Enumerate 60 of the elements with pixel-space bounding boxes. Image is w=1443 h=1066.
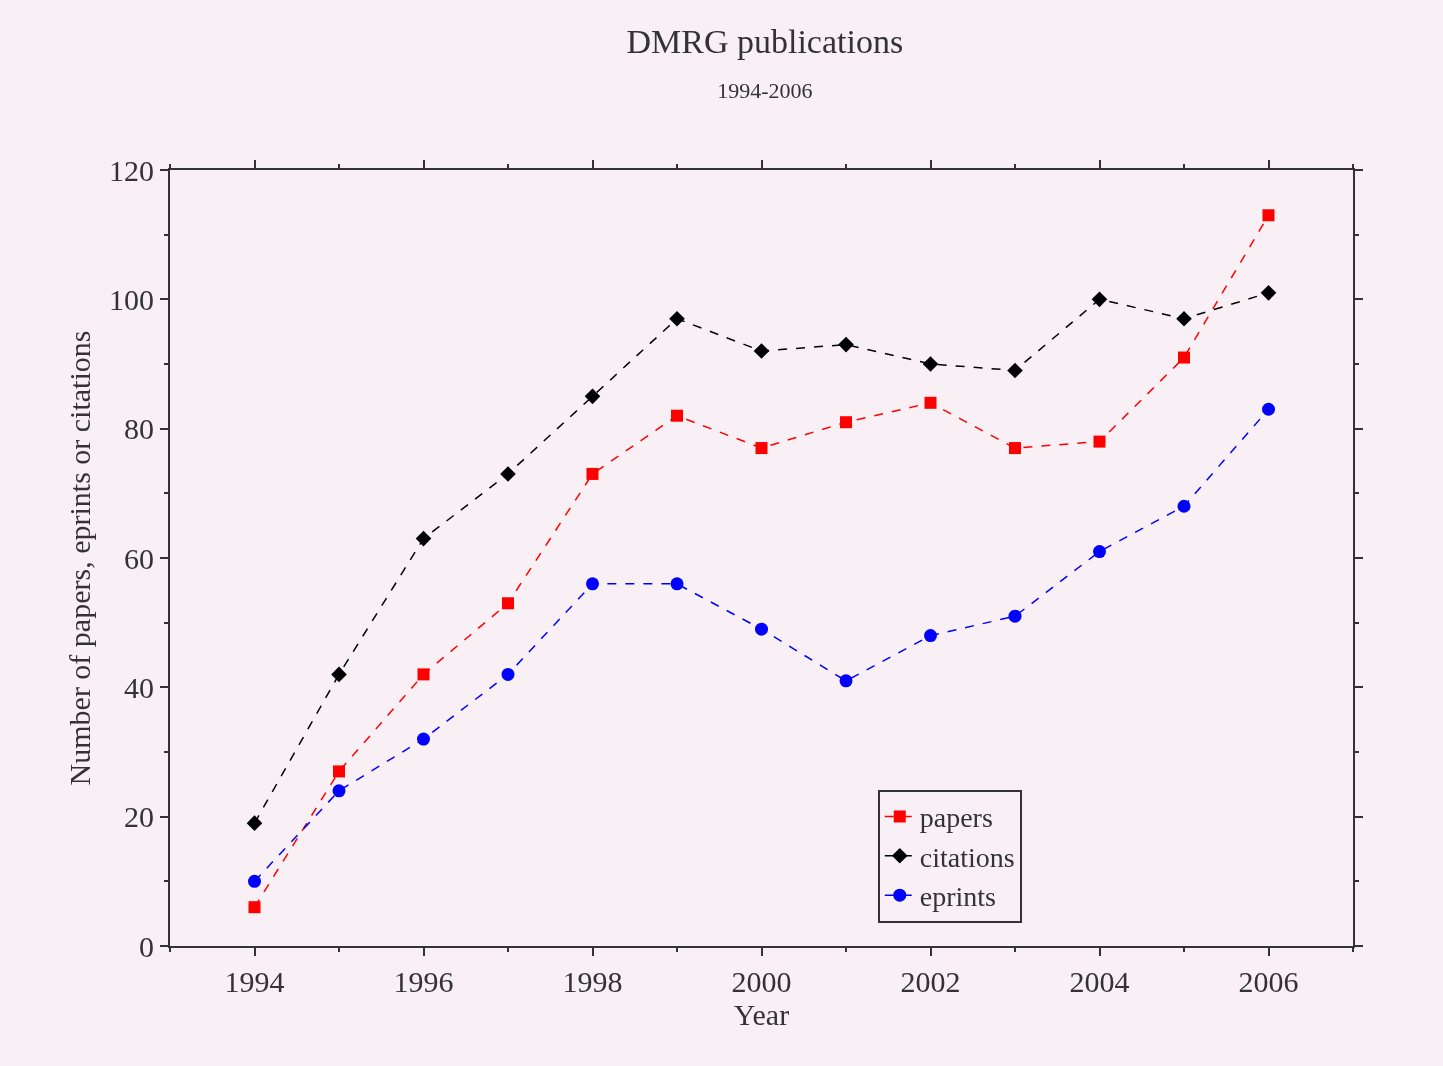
- point: [924, 396, 937, 409]
- point: [671, 409, 683, 422]
- point: [1260, 285, 1277, 301]
- x-tick-label: 1998: [562, 965, 623, 998]
- y-tick-label: 100: [109, 282, 154, 316]
- point: [331, 666, 347, 683]
- point: [1093, 545, 1106, 559]
- point: [755, 442, 768, 455]
- legend-label: papers: [919, 802, 993, 834]
- y-tick-label: 0: [139, 929, 154, 963]
- x-axis-title: Year: [733, 998, 790, 1031]
- x-tick-label: 1994: [224, 965, 285, 998]
- point: [248, 874, 261, 888]
- point: [248, 901, 261, 914]
- chart-title: DMRG publications: [626, 23, 904, 61]
- point: [584, 388, 601, 405]
- point: [332, 784, 346, 798]
- y-tick-label: 120: [109, 153, 154, 187]
- point: [1262, 402, 1275, 416]
- point: [417, 732, 430, 746]
- point: [500, 466, 516, 482]
- legend-label: eprints: [919, 881, 996, 913]
- y-tick-label: 40: [124, 670, 154, 704]
- point: [1007, 362, 1023, 379]
- point: [1176, 310, 1192, 327]
- y-axis-title: Number of papers, eprints or citations: [62, 330, 96, 786]
- point: [246, 815, 263, 831]
- point: [755, 622, 768, 636]
- point: [924, 629, 937, 643]
- point: [1009, 442, 1021, 455]
- y-tick-label: 20: [124, 800, 154, 834]
- y-tick-label: 60: [124, 541, 154, 575]
- point: [670, 577, 684, 591]
- point: [415, 530, 432, 547]
- x-tick-label: 2004: [1069, 965, 1130, 998]
- point: [502, 597, 514, 610]
- point: [838, 336, 854, 353]
- point: [669, 310, 685, 327]
- point: [586, 577, 599, 591]
- x-tick-label: 2000: [731, 965, 792, 998]
- x-tick-label: 2002: [900, 965, 961, 998]
- x-tick-label: 1996: [393, 965, 454, 998]
- point: [839, 674, 853, 688]
- point: [417, 668, 430, 681]
- point: [1008, 609, 1022, 623]
- x-tick-label: 2006: [1238, 965, 1299, 998]
- legend-label: citations: [919, 841, 1015, 873]
- point: [586, 467, 599, 480]
- y-tick-label: 80: [124, 412, 154, 446]
- point: [1178, 351, 1190, 364]
- point: [333, 765, 345, 778]
- point: [1177, 499, 1191, 513]
- point: [1091, 291, 1108, 308]
- point: [1262, 209, 1275, 222]
- point: [840, 416, 852, 429]
- point: [753, 343, 770, 359]
- point: [501, 667, 515, 681]
- point: [922, 356, 939, 372]
- point: [1093, 435, 1106, 448]
- chart-subtitle: 1994-2006: [717, 77, 813, 103]
